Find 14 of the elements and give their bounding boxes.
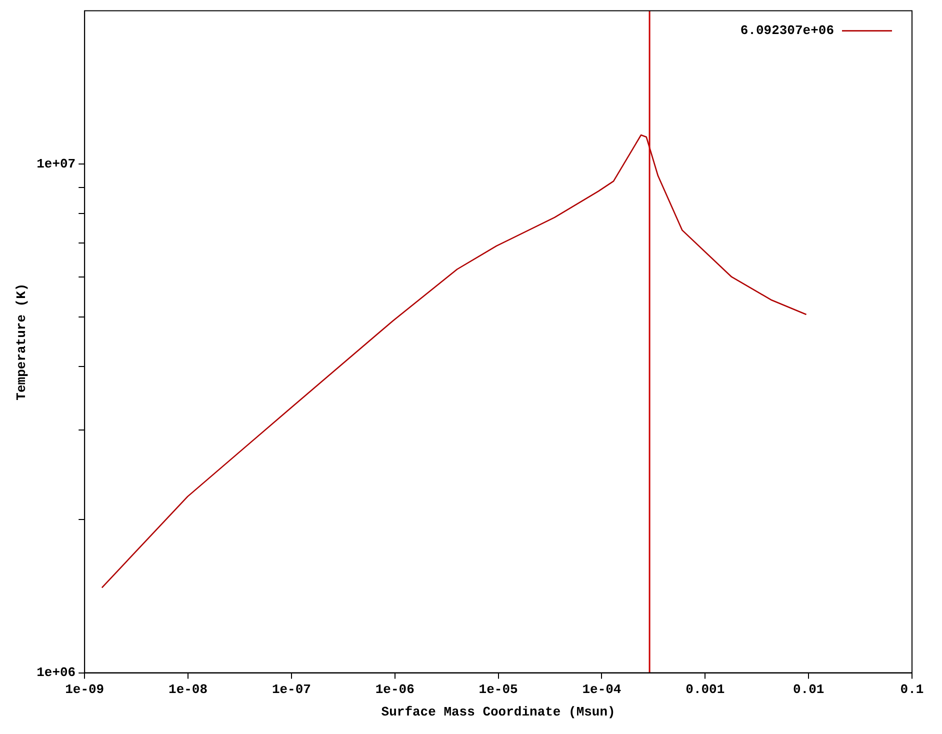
x-tick-label: 1e-09 (65, 682, 104, 697)
legend-label: 6.092307e+06 (740, 23, 834, 38)
x-tick-label: 1e-08 (168, 682, 208, 697)
x-tick-label: 1e-05 (478, 682, 518, 697)
y-tick-label: 1e+06 (36, 665, 76, 680)
x-tick-label: 0.1 (900, 682, 924, 697)
x-tick-label: 0.001 (686, 682, 725, 697)
x-tick-label: 1e-04 (582, 682, 622, 697)
y-tick-label: 1e+07 (36, 156, 76, 172)
x-tick-label: 1e-06 (375, 682, 415, 697)
x-axis-title: Surface Mass Coordinate (Msun) (381, 704, 616, 720)
x-tick-label: 0.01 (792, 682, 824, 697)
x-tick-label: 1e-07 (272, 682, 311, 697)
y-axis-title: Temperature (K) (14, 283, 30, 400)
